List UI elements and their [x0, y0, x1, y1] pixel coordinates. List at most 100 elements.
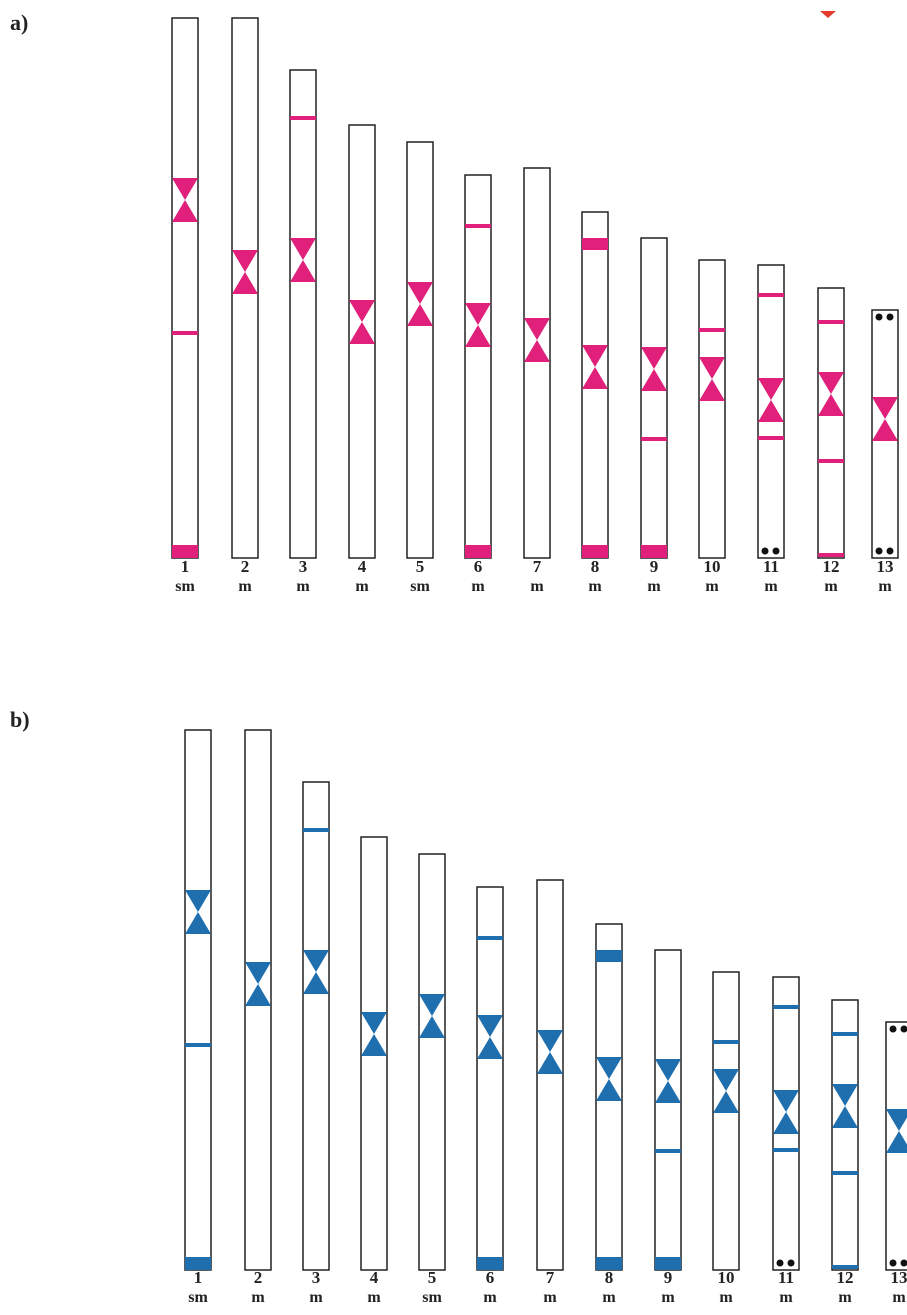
chromosome-number: 8 — [605, 1268, 614, 1287]
chromosome-number: 5 — [428, 1268, 437, 1287]
chromosome-type: m — [661, 1289, 675, 1306]
chromosome — [699, 260, 725, 558]
band — [465, 224, 491, 228]
band — [303, 828, 329, 832]
band — [172, 331, 198, 335]
chromosome-number: 11 — [778, 1268, 794, 1287]
marker — [820, 11, 836, 18]
band — [582, 238, 608, 250]
chromosome-number: 10 — [718, 1268, 735, 1287]
chromosome-number: 4 — [358, 557, 367, 576]
satellite — [876, 548, 883, 555]
chromosome-type: m — [878, 578, 892, 595]
band — [185, 1043, 211, 1047]
chromosome — [524, 168, 550, 558]
satellite — [788, 1260, 795, 1267]
chromosome-type: m — [543, 1289, 557, 1306]
chromosome-type: m — [588, 578, 602, 595]
chromosome-type: m — [892, 1289, 906, 1306]
chromosome-type: m — [705, 578, 719, 595]
band — [758, 293, 784, 297]
satellite — [762, 548, 769, 555]
panel-label: a) — [10, 10, 28, 35]
band — [832, 1171, 858, 1175]
chromosome-type: m — [647, 578, 661, 595]
chromosome-number: 2 — [241, 557, 250, 576]
chromosome-type: m — [238, 578, 252, 595]
band — [832, 1032, 858, 1036]
chromosome-number: 7 — [546, 1268, 555, 1287]
chromosome — [713, 972, 739, 1270]
chromosome-number: 9 — [650, 557, 659, 576]
chromosome — [477, 887, 503, 1270]
chromosome-number: 4 — [370, 1268, 379, 1287]
chromosome — [537, 880, 563, 1270]
chromosome-number: 8 — [591, 557, 600, 576]
chromosome-type: m — [309, 1289, 323, 1306]
chromosome-type: m — [296, 578, 310, 595]
chromosome — [172, 18, 198, 558]
chromosome — [407, 142, 433, 558]
band — [655, 1149, 681, 1153]
chromosome-type: m — [779, 1289, 793, 1306]
satellite — [887, 314, 894, 321]
chromosome — [419, 854, 445, 1270]
chromosome — [832, 1000, 858, 1270]
band — [713, 1040, 739, 1044]
chromosome-type: sm — [188, 1289, 208, 1306]
band — [596, 950, 622, 962]
satellite — [773, 548, 780, 555]
chromosome-type: m — [355, 578, 369, 595]
chromosome-number: 10 — [704, 557, 721, 576]
satellite — [876, 314, 883, 321]
satellite — [887, 548, 894, 555]
panel-label: b) — [10, 707, 30, 732]
chromosome — [641, 238, 667, 558]
chromosome-number: 13 — [891, 1268, 907, 1287]
band — [699, 328, 725, 332]
chromosome-number: 7 — [533, 557, 542, 576]
chromosome-type: m — [602, 1289, 616, 1306]
chromosome — [655, 950, 681, 1270]
chromosome — [290, 70, 316, 558]
chromosome-number: 11 — [763, 557, 779, 576]
chromosome-number: 6 — [486, 1268, 495, 1287]
chromosome-type: m — [367, 1289, 381, 1306]
band — [818, 320, 844, 324]
chromosome-type: m — [483, 1289, 497, 1306]
band — [818, 459, 844, 463]
chromosome-type: m — [251, 1289, 265, 1306]
chromosome-number: 3 — [299, 557, 308, 576]
chromosome-number: 2 — [254, 1268, 263, 1287]
chromosome-number: 1 — [194, 1268, 203, 1287]
band — [758, 436, 784, 440]
chromosome-number: 9 — [664, 1268, 673, 1287]
satellite — [890, 1260, 897, 1267]
chromosome — [303, 782, 329, 1270]
satellite — [890, 1026, 897, 1033]
chromosome-type: m — [530, 578, 544, 595]
chromosome-type: m — [471, 578, 485, 595]
chromosome-type: sm — [410, 578, 430, 595]
chromosome-number: 5 — [416, 557, 425, 576]
chromosome-number: 13 — [877, 557, 894, 576]
chromosome — [465, 175, 491, 558]
chromosome-number: 3 — [312, 1268, 321, 1287]
chromosome-number: 1 — [181, 557, 190, 576]
chromosome-number: 6 — [474, 557, 483, 576]
chromosome-type: m — [719, 1289, 733, 1306]
satellite — [777, 1260, 784, 1267]
band — [641, 437, 667, 441]
chromosome-type: sm — [175, 578, 195, 595]
chromosome-type: m — [824, 578, 838, 595]
chromosome — [185, 730, 211, 1270]
band — [290, 116, 316, 120]
chromosome — [818, 288, 844, 558]
chromosome-type: sm — [422, 1289, 442, 1306]
chromosome-number: 12 — [823, 557, 840, 576]
chromosome-number: 12 — [837, 1268, 854, 1287]
band — [773, 1148, 799, 1152]
band — [477, 936, 503, 940]
chromosome-type: m — [764, 578, 778, 595]
band — [773, 1005, 799, 1009]
